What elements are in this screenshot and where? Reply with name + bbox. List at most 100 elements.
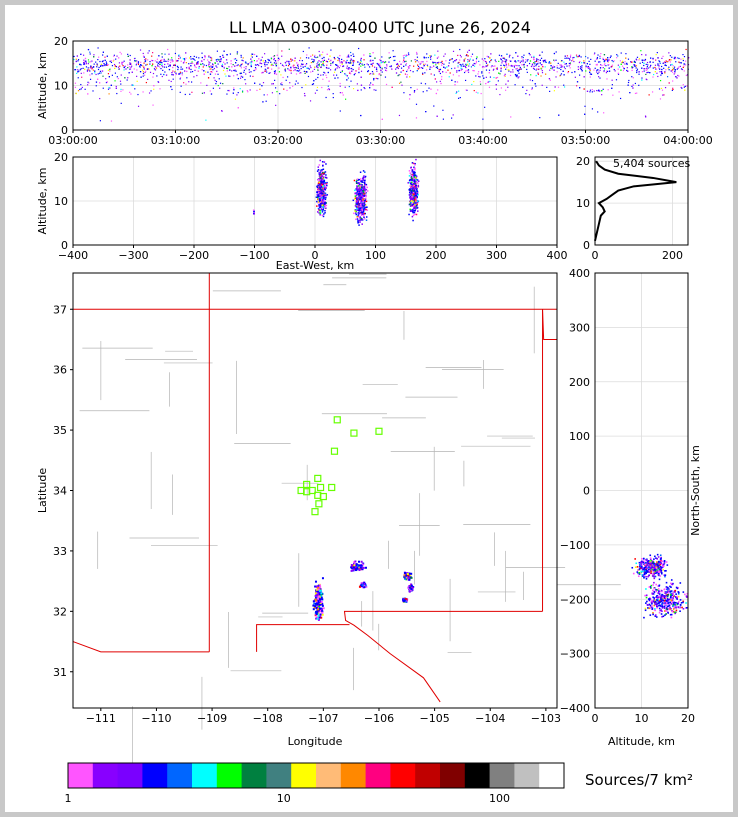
ew-source: [316, 205, 318, 207]
time-altitude-source: [445, 71, 447, 73]
plan-source: [406, 573, 409, 576]
ew-source: [410, 179, 413, 181]
ns-source: [644, 569, 647, 572]
time-altitude-source: [505, 62, 507, 64]
time-altitude-source: [590, 73, 593, 75]
time-altitude-source: [339, 85, 341, 87]
time-altitude-source: [384, 67, 386, 69]
time-altitude-source: [465, 63, 467, 65]
ns-source: [659, 567, 662, 569]
ew-source: [253, 213, 255, 215]
time-altitude-source: [280, 62, 282, 65]
time-altitude-source: [140, 76, 142, 78]
time-altitude-source: [649, 57, 652, 59]
time-altitude-source: [473, 70, 475, 72]
ew-source: [362, 177, 364, 179]
ns-source: [647, 562, 650, 565]
time-altitude-source: [490, 59, 492, 62]
ew-source: [316, 186, 319, 189]
time-altitude-source: [158, 55, 160, 57]
time-altitude-source: [196, 62, 199, 64]
time-altitude-source: [119, 65, 121, 67]
time-altitude-source: [413, 90, 416, 92]
time-altitude-source: [129, 68, 132, 70]
time-altitude-source: [149, 71, 152, 73]
time-altitude-source: [408, 98, 411, 100]
time-altitude-source: [113, 63, 116, 66]
time-altitude-source: [544, 61, 547, 63]
time-altitude-source: [338, 67, 340, 69]
ew-source: [410, 182, 412, 185]
ns-source: [649, 567, 652, 569]
time-altitude-source: [259, 62, 261, 64]
plan-source: [410, 588, 413, 591]
time-altitude-source: [241, 59, 243, 61]
ns-source: [660, 568, 662, 571]
ew-tick-label: −200: [179, 249, 209, 262]
ew-source: [355, 210, 357, 213]
time-altitude-source: [167, 60, 169, 62]
time-altitude-source: [143, 68, 145, 70]
ew-source: [356, 188, 358, 191]
time-altitude-source: [80, 68, 82, 70]
plan-source: [316, 590, 319, 593]
time-altitude-source: [75, 58, 77, 60]
ew-source: [366, 186, 368, 189]
ew-source: [353, 198, 356, 200]
ew-source: [361, 186, 363, 188]
ns-source: [656, 563, 659, 566]
state-border-panhandle: [542, 309, 557, 340]
time-altitude-source: [624, 61, 626, 63]
time-altitude-source: [664, 87, 667, 89]
ew-source: [322, 173, 324, 176]
ew-source: [323, 189, 326, 191]
time-altitude-source: [272, 64, 274, 67]
ns-source: [664, 575, 666, 578]
ew-source: [413, 186, 416, 188]
time-altitude-source: [475, 91, 477, 93]
ew-source: [321, 204, 323, 207]
time-altitude-source: [589, 68, 591, 70]
time-altitude-source: [510, 60, 512, 62]
ew-source: [410, 193, 412, 195]
time-altitude-source: [500, 64, 502, 66]
time-altitude-source: [518, 65, 520, 67]
time-altitude-source: [645, 116, 647, 118]
time-altitude-source: [359, 61, 362, 63]
ew-source: [360, 219, 362, 221]
time-altitude-source: [594, 52, 596, 54]
time-altitude-source: [201, 92, 204, 94]
time-altitude-source: [435, 66, 438, 69]
time-altitude-source: [142, 72, 145, 75]
time-altitude-source: [202, 66, 204, 68]
time-altitude-source: [322, 74, 324, 76]
time-altitude-source: [157, 81, 159, 83]
ns-source: [642, 568, 644, 571]
time-altitude-source: [296, 64, 299, 66]
time-altitude-source: [668, 52, 670, 54]
time-altitude-source: [589, 73, 592, 75]
longitude-tick-label: −111: [86, 712, 116, 725]
time-altitude-source: [293, 64, 295, 66]
time-altitude-source: [186, 77, 188, 79]
time-altitude-source: [569, 64, 571, 66]
time-altitude-source: [115, 65, 118, 68]
ns-source: [644, 571, 647, 574]
time-altitude-source: [322, 59, 324, 62]
time-altitude-source: [300, 67, 302, 70]
ew-source: [360, 178, 362, 180]
time-altitude-source: [302, 66, 304, 68]
ew-source: [413, 171, 415, 173]
time-altitude-source: [300, 63, 303, 65]
time-altitude-source: [680, 58, 682, 60]
ns-source: [653, 565, 656, 568]
time-altitude-source: [500, 58, 502, 61]
time-altitude-source: [145, 64, 147, 66]
time-altitude-source: [82, 67, 84, 69]
time-altitude-source: [348, 68, 351, 70]
ns-source: [662, 565, 664, 567]
time-altitude-source: [553, 69, 555, 71]
time-altitude-source: [458, 69, 460, 72]
time-altitude-source: [512, 57, 514, 59]
time-altitude-source: [320, 61, 322, 63]
